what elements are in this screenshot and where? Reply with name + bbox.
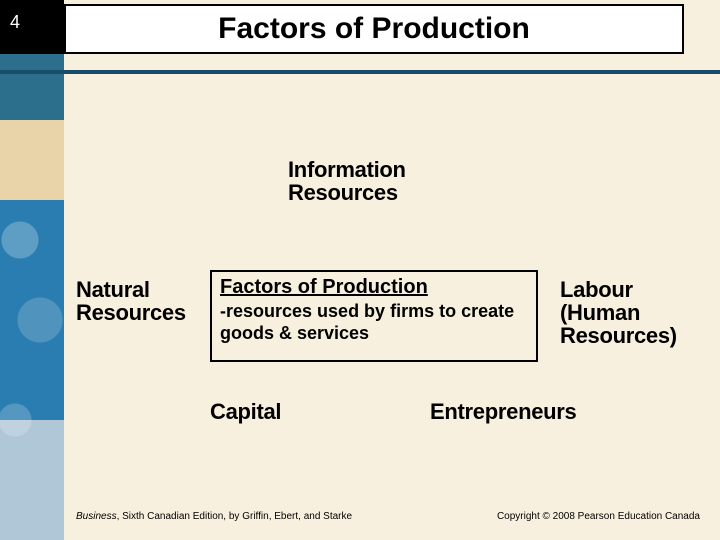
title-box: Factors of Production (64, 4, 684, 54)
footer-citation: Business, Sixth Canadian Edition, by Gri… (76, 511, 352, 522)
center-definition-box: Factors of Production -resources used by… (210, 270, 538, 362)
slide: 4 Factors of Production InformationResou… (0, 0, 720, 540)
center-heading: Factors of Production (220, 276, 528, 299)
footer-copyright: Copyright © 2008 Pearson Education Canad… (497, 511, 700, 522)
concept-labour: Labour(HumanResources) (560, 278, 677, 347)
left-decorative-band (0, 0, 64, 540)
concept-capital: Capital (210, 400, 281, 423)
concept-entrepreneurs: Entrepreneurs (430, 400, 576, 423)
horizontal-rule (0, 70, 720, 74)
page-number: 4 (10, 12, 20, 33)
concept-information-resources: InformationResources (288, 158, 406, 204)
footer-rest: , Sixth Canadian Edition, by Griffin, Eb… (117, 511, 353, 522)
footer-book-title: Business (76, 511, 117, 522)
slide-title: Factors of Production (218, 12, 530, 46)
center-body: -resources used by firms to create goods… (220, 301, 528, 344)
concept-natural-resources: NaturalResources (76, 278, 186, 324)
